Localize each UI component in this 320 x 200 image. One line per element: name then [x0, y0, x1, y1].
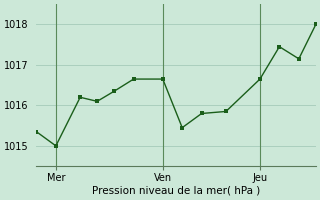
X-axis label: Pression niveau de la mer( hPa ): Pression niveau de la mer( hPa ): [92, 186, 260, 196]
